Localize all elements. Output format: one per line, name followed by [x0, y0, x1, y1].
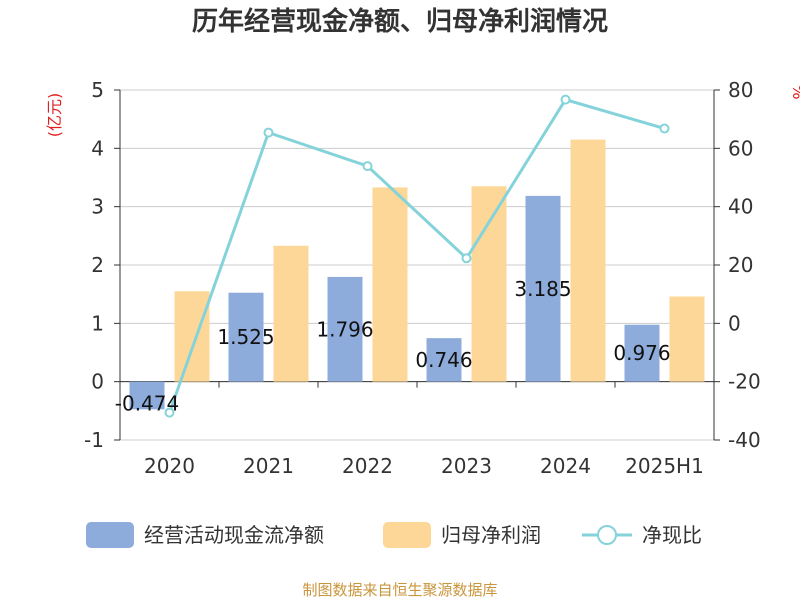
ratio-point — [659, 123, 670, 134]
x-tick-label: 2021 — [243, 454, 294, 478]
cashflow-data-label: 1.796 — [316, 317, 373, 341]
cashflow-bar — [327, 276, 363, 382]
right-tick-label: 40 — [728, 195, 753, 219]
ratio-point — [362, 161, 373, 172]
ratio-line — [164, 94, 670, 418]
cashflow-bar — [525, 195, 561, 382]
ratio-line-path — [168, 97, 665, 414]
profit-bar — [471, 186, 507, 382]
ratio-point — [164, 407, 175, 418]
legend-label-cashflow: 经营活动现金流净额 — [144, 523, 324, 547]
legend-marker-ratio — [597, 525, 617, 545]
x-tick-label: 2023 — [441, 454, 492, 478]
cashflow-data-label: 0.746 — [415, 348, 472, 372]
left-tick-label: 3 — [91, 195, 104, 219]
profit-bar — [273, 245, 309, 382]
x-tick-label: 2020 — [144, 454, 195, 478]
right-tick-label: 60 — [728, 136, 753, 160]
right-tick-label: -40 — [728, 428, 761, 452]
cashflow-bar — [426, 338, 462, 382]
left-tick-label: -1 — [84, 428, 104, 452]
cashflow-data-label: 1.525 — [217, 325, 274, 349]
right-axis-unit: % — [789, 84, 800, 99]
cashflow-data-label: 3.185 — [514, 277, 571, 301]
legend-label-profit: 归母净利润 — [441, 523, 541, 547]
left-tick-label: 5 — [91, 78, 104, 102]
data-labels: -0.474 1.525 1.796 0.746 3.185 0.976 — [115, 277, 671, 416]
legend: 经营活动现金流净额 归母净利润 净现比 — [86, 522, 702, 548]
ratio-point — [461, 253, 472, 264]
cashflow-data-label: -0.474 — [115, 391, 179, 415]
right-tick-label: 0 — [728, 311, 741, 335]
x-tick-label: 2022 — [342, 454, 393, 478]
right-tick-label: -20 — [728, 370, 761, 394]
cashflow-data-label: 0.976 — [613, 341, 670, 365]
source-note: 制图数据来自恒生聚源数据库 — [302, 581, 497, 599]
right-tick-label: 80 — [728, 78, 753, 102]
cashflow-bar — [129, 381, 165, 410]
tick-labels: -1 0 1 2 3 4 5 -40 -20 0 20 40 60 80 2020 2021 2022 2023 2… — [84, 78, 761, 478]
profit-bar — [669, 296, 705, 382]
axes — [114, 89, 720, 441]
chart-title: 历年经营现金净额、归母净利润情况 — [192, 6, 608, 37]
bars — [129, 139, 705, 410]
left-tick-label: 1 — [91, 311, 104, 335]
legend-swatch-cashflow — [86, 522, 134, 548]
right-tick-label: 20 — [728, 253, 753, 277]
profit-bar — [372, 187, 408, 382]
x-tick-label: 2024 — [540, 454, 591, 478]
left-tick-label: 2 — [91, 253, 104, 277]
legend-swatch-profit — [383, 522, 431, 548]
left-tick-label: 0 — [91, 370, 104, 394]
legend-label-ratio: 净现比 — [642, 523, 702, 547]
ratio-point — [263, 127, 274, 138]
x-tick-label: 2025H1 — [625, 454, 704, 478]
left-tick-label: 4 — [91, 136, 104, 160]
profit-bar — [570, 139, 606, 382]
cashflow-bar — [624, 324, 660, 382]
profit-bar — [174, 291, 210, 382]
cashflow-bar — [228, 292, 264, 382]
left-axis-unit: (亿元) — [45, 93, 64, 138]
ratio-point — [560, 94, 571, 105]
